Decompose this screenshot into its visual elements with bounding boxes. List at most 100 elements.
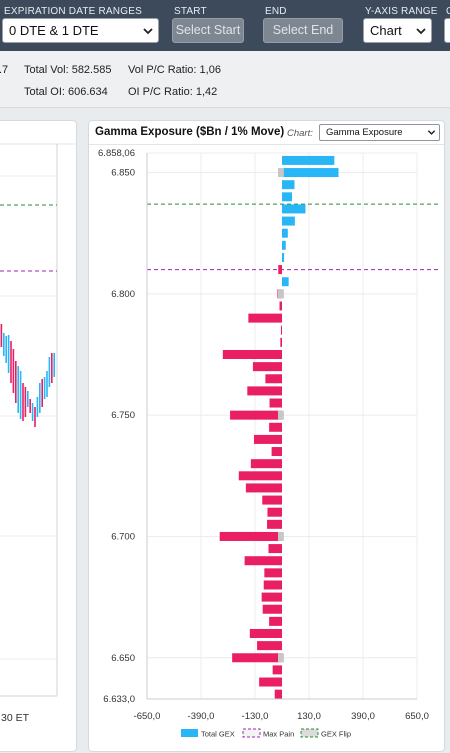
legend-label: Max Pain [263,730,294,739]
select-start-button[interactable]: Select Start [172,18,244,43]
chart-type-value: Gamma Exposure [326,127,403,138]
gex-bar [267,519,282,529]
y-tick-label: 6.800 [111,289,135,300]
y-tick-label: 6.850 [111,168,135,179]
max-pain-bar [278,653,284,663]
gex-bar [282,155,335,165]
gex-bar [278,265,282,275]
gex-bar [279,301,282,311]
chevron-down-icon [427,130,436,135]
vol-pc-ratio: Vol P/C Ratio: 1,06 [128,64,221,76]
gex-bar [232,653,282,663]
gex-bar [238,471,282,481]
max-pain-bar [278,531,284,541]
chart-type-select[interactable]: Gamma Exposure [319,124,440,141]
gex-bar [248,313,282,323]
gamma-exposure-chart: 6.858,06 6.850 6.800 6.750 6.700 6.650 6.633,0… [98,148,439,739]
end-label: END [265,6,287,17]
gex-bar [282,216,295,226]
expiration-select[interactable]: 0 DTE & 1 DTE [2,18,159,43]
stat-partial: .7 [0,64,9,76]
x-tick-label: -130,0 [242,711,269,722]
stats-bar: .7 Total Vol: 582.585 Vol P/C Ratio: 1,0… [0,51,450,108]
gex-bar [282,277,289,287]
yaxis-value: Chart [370,23,402,38]
x-tick-label: 390,0 [351,711,375,722]
extra-select[interactable] [444,18,450,43]
max-pain-bar [278,289,284,299]
gex-bar [272,665,282,675]
gex-bar [280,337,282,347]
total-oi: Total OI: 606.634 [24,86,108,98]
gex-bar [282,228,288,238]
expiration-label: EXPIRATION DATE RANGES [4,6,142,17]
y-tick-label: 6.633,0 [103,694,135,705]
chevron-down-icon [143,28,153,35]
gex-bar [282,204,306,214]
gex-bar [219,531,282,541]
gex-bar [282,240,286,250]
gex-bar [282,168,339,178]
gex-bar [265,374,282,384]
legend-swatch [181,729,198,737]
chart-type-label: Chart: [287,128,313,139]
gex-bar [230,410,282,420]
gex-bar [269,616,282,626]
x-tick-label: -390,0 [188,711,215,722]
gex-bar [274,689,282,699]
gex-bar [249,628,282,638]
yaxis-label: Y-AXIS RANGE [365,6,438,17]
gex-bar [262,495,282,505]
y-tick-label: 6.700 [111,531,135,542]
oi-pc-ratio: OI P/C Ratio: 1,42 [128,86,218,98]
gex-bar [269,422,282,432]
gex-bar [257,641,282,651]
gex-bar [222,350,282,360]
y-tick-label: 6.858,06 [98,148,135,159]
legend-label: Total GEX [201,730,235,739]
legend-label: GEX Flip [321,730,351,739]
legend-swatch [300,728,319,738]
gex-bar [262,604,282,614]
gex-bar [271,447,282,457]
gex-bar [259,677,282,687]
price-chart: 30 ET [0,143,78,724]
start-label: START [174,6,207,17]
x-tick-label: 130,0 [297,711,321,722]
gex-bar [269,398,282,408]
gex-bar [282,180,295,190]
gex-bar [280,325,282,335]
gex-bar [261,592,282,602]
legend-swatch [242,728,261,738]
time-axis-label: 30 ET [1,712,30,724]
extra-label: C [446,6,450,17]
toolbar: EXPIRATION DATE RANGES 0 DTE & 1 DTE STA… [0,0,450,51]
gex-bar [282,192,292,202]
panel-header-divider [89,144,444,145]
y-tick-label: 6.650 [111,653,135,664]
gex-bar [250,459,282,469]
gex-bar [247,386,282,396]
max-pain-bar [278,410,284,420]
max-pain-bar [278,168,284,178]
gex-bar [282,252,285,262]
expiration-value: 0 DTE & 1 DTE [9,23,99,38]
gex-bar [263,580,282,590]
gex-bar [268,544,282,554]
select-end-button[interactable]: Select End [263,18,343,43]
price-chart-panel: 30 ET [0,120,78,752]
gex-bar [244,556,282,566]
gex-bar [253,434,282,444]
panel-title: Gamma Exposure ($Bn / 1% Move) [95,126,285,138]
gex-bar [264,568,282,578]
yaxis-select[interactable]: Chart [363,18,432,43]
x-tick-label: -650,0 [134,711,161,722]
gamma-exposure-panel: Gamma Exposure ($Bn / 1% Move) Chart: Ga… [88,120,445,752]
total-vol: Total Vol: 582.585 [24,64,112,76]
price-candles [0,324,56,427]
x-tick-label: 650,0 [405,711,429,722]
gex-bar [252,362,282,372]
chevron-down-icon [416,28,426,35]
gex-bar [267,507,282,517]
gex-bar [245,483,282,493]
